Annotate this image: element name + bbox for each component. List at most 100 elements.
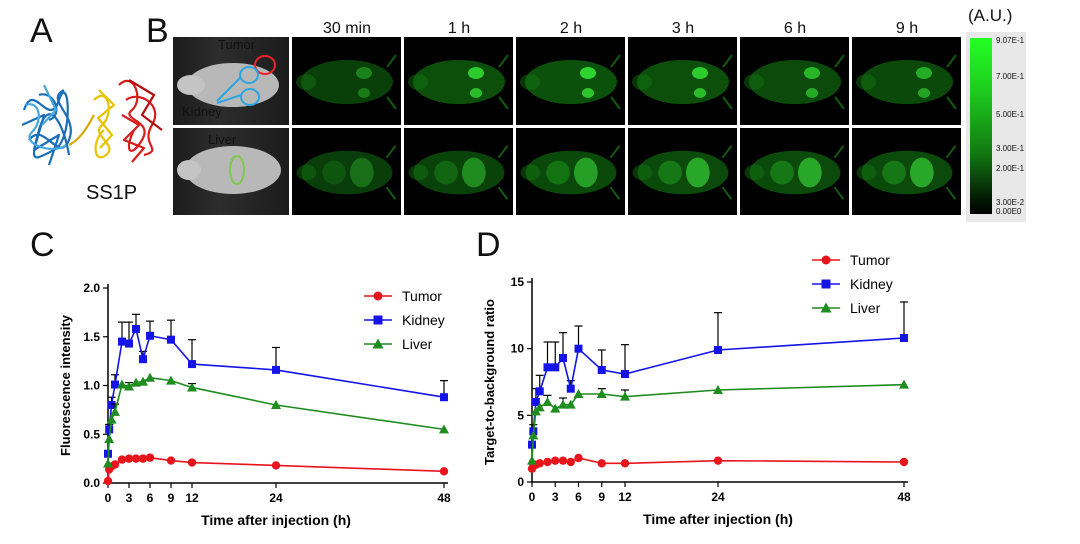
colorbar-tick: 0.00E0 xyxy=(996,207,1022,216)
y-tick-label: 15 xyxy=(511,275,525,289)
data-point-liver xyxy=(558,399,568,409)
data-point-kidney xyxy=(146,331,154,340)
data-point-liver xyxy=(899,379,909,389)
imaging-grid: Tumor Kidney Liver xyxy=(172,36,962,216)
fluorescence-image-tumor-kidney xyxy=(291,36,402,126)
data-point-tumor xyxy=(103,476,113,486)
data-point-liver xyxy=(131,377,141,387)
data-point-kidney xyxy=(597,366,606,374)
data-point-liver xyxy=(271,400,281,409)
data-point-kidney xyxy=(167,335,175,344)
x-tick-label: 24 xyxy=(269,491,283,505)
y-tick-label: 0 xyxy=(517,475,524,489)
data-point-liver xyxy=(103,458,113,468)
data-point-tumor xyxy=(138,454,148,463)
data-point-kidney xyxy=(531,398,540,406)
y-tick-label: 0.5 xyxy=(83,427,100,441)
data-point-tumor xyxy=(543,457,552,467)
data-point-liver xyxy=(117,379,127,389)
legend-marker xyxy=(373,315,383,325)
panel-label-d: D xyxy=(476,226,501,264)
data-point-tumor xyxy=(131,454,141,463)
fluorescence-image-liver xyxy=(515,127,626,216)
data-point-liver xyxy=(527,455,537,465)
photo-reference-tumor-kidney xyxy=(172,36,290,126)
data-point-liver xyxy=(104,434,115,444)
data-point-kidney xyxy=(559,354,567,362)
data-point-kidney xyxy=(118,337,126,346)
data-point-kidney xyxy=(440,393,448,402)
data-point-liver xyxy=(528,430,539,440)
legend-label: Tumor xyxy=(402,288,442,304)
x-tick-label: 12 xyxy=(185,491,199,505)
chart-c: 0.0 0.5 1.0 1.5 2.0 0 3 6 9 12 24 48 Time after inje… xyxy=(58,281,451,528)
panel-label-c: C xyxy=(30,226,55,264)
data-point-liver xyxy=(439,424,449,434)
colorbar-tick: 3.00E-1 xyxy=(996,144,1025,153)
data-point-kidney xyxy=(105,425,114,434)
data-point-kidney xyxy=(188,360,196,369)
data-point-liver xyxy=(542,397,553,406)
y-tick-label: 1.0 xyxy=(83,379,100,393)
fluorescence-image-tumor-kidney xyxy=(851,36,962,126)
x-tick-label: 48 xyxy=(437,491,451,505)
legend-label: Kidney xyxy=(402,312,445,328)
data-point-liver xyxy=(187,382,197,392)
data-point-kidney xyxy=(272,365,280,374)
colorbar-tick: 3.00E-2 xyxy=(996,198,1025,207)
data-point-kidney xyxy=(621,370,629,378)
photo-reference-liver xyxy=(172,127,290,216)
legend-marker xyxy=(820,302,832,313)
fluorescence-image-tumor-kidney xyxy=(515,36,626,126)
y-tick-label: 1.5 xyxy=(83,330,100,344)
colorbar-tick: 2.00E-1 xyxy=(996,164,1025,173)
colorbar-panel: 9.07E-1 7.00E-1 5.00E-1 3.00E-1 2.00E-1 … xyxy=(966,32,1026,222)
x-tick-label: 12 xyxy=(618,490,632,504)
data-point-tumor xyxy=(713,456,723,465)
x-tick-label: 6 xyxy=(147,491,154,505)
timepoint-headers: 30 min 1 h 2 h 3 h 6 h 9 h xyxy=(291,20,963,40)
legend-label: Liver xyxy=(850,300,881,316)
y-tick-label: 0.0 xyxy=(83,476,100,490)
colorbar-gradient xyxy=(970,38,992,214)
legend-marker xyxy=(821,279,831,289)
data-point-tumor xyxy=(899,457,909,467)
y-tick-label: 10 xyxy=(511,342,525,356)
legend-label: Liver xyxy=(402,336,433,352)
fluorescence-image-tumor-kidney xyxy=(403,36,514,126)
fluorescence-image-liver xyxy=(403,127,514,216)
data-point-tumor xyxy=(166,456,176,465)
data-point-liver xyxy=(550,403,561,413)
protein-structure-image xyxy=(21,79,163,166)
x-axis-label: Time after injection (h) xyxy=(201,512,351,528)
data-point-liver xyxy=(166,375,176,385)
roi-label-kidney: Kidney xyxy=(182,104,222,119)
roi-label-tumor: Tumor xyxy=(218,37,256,52)
data-point-tumor xyxy=(535,459,544,468)
colorbar-tick: 7.00E-1 xyxy=(996,72,1025,81)
series-line-liver xyxy=(531,383,905,461)
y-axis-label: Fluorescence intensity xyxy=(58,314,73,456)
data-point-kidney xyxy=(535,387,544,396)
legend-marker xyxy=(373,291,383,301)
data-point-kidney xyxy=(543,363,552,372)
x-tick-label: 6 xyxy=(575,490,582,504)
y-axis-label: Target-to-background ratio xyxy=(482,299,497,465)
legend-label: Kidney xyxy=(850,276,893,292)
x-tick-label: 9 xyxy=(168,491,175,505)
colorbar-tick: 9.07E-1 xyxy=(996,36,1025,45)
data-point-kidney xyxy=(132,324,140,333)
data-point-liver xyxy=(138,376,148,386)
data-point-kidney xyxy=(551,363,560,372)
x-tick-label: 0 xyxy=(105,491,112,505)
x-tick-label: 0 xyxy=(529,490,536,504)
x-tick-label: 3 xyxy=(126,491,133,505)
data-point-tumor xyxy=(187,458,197,467)
data-point-liver xyxy=(110,406,120,416)
timepoint-label: 9 h xyxy=(895,20,919,37)
roi-label-liver: Liver xyxy=(208,132,237,147)
fluorescence-image-liver xyxy=(739,127,850,216)
data-point-tumor xyxy=(110,460,120,469)
legend-label: Tumor xyxy=(850,252,890,268)
x-tick-label: 48 xyxy=(897,490,911,504)
